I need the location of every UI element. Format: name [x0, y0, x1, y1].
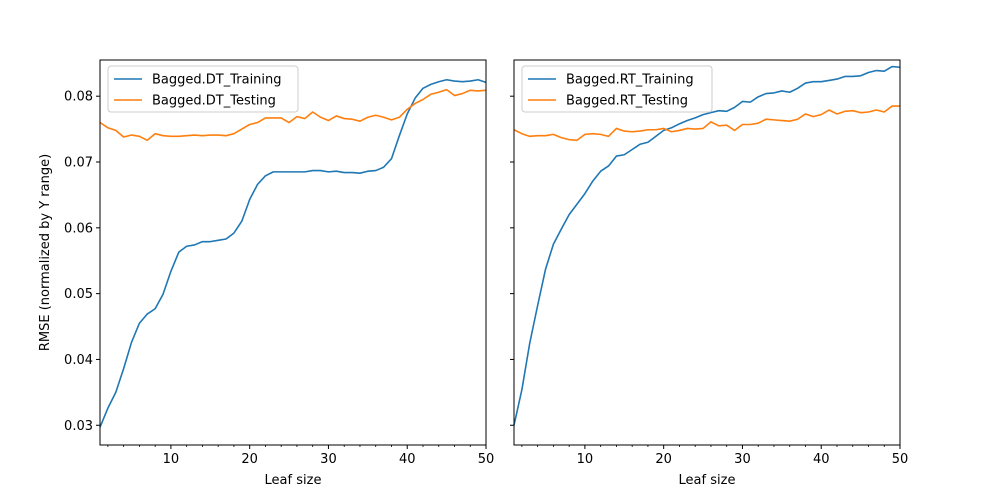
- legend-box: [521, 65, 713, 113]
- legend: Bagged.RT_Training Bagged.RT_Testing: [521, 65, 713, 113]
- x-tick-label: 30: [320, 452, 337, 467]
- axes-frame: [513, 59, 901, 446]
- y-tick-label: 0.08: [64, 90, 93, 105]
- axes-frame: [99, 59, 487, 446]
- series-line-bagged-dt-testing: [99, 88, 487, 142]
- legend-label: Bagged.RT_Testing: [566, 94, 688, 109]
- x-tick-label: 20: [655, 452, 672, 467]
- y-axis-label: RMSE (normalized by Y range): [38, 154, 53, 351]
- x-axis-label: Leaf size: [679, 473, 736, 488]
- y-tick-label: 0.03: [64, 419, 93, 434]
- y-tick-label: 0.04: [64, 353, 93, 368]
- legend-label: Bagged.DT_Testing: [152, 94, 276, 109]
- x-tick-label: 50: [478, 452, 495, 467]
- x-tick-label: 40: [813, 452, 830, 467]
- y-tick-label: 0.06: [64, 221, 93, 236]
- x-tick-label: 20: [241, 452, 258, 467]
- series-line-bagged-dt-training: [99, 78, 487, 428]
- legend: Bagged.DT_Training Bagged.DT_Testing: [107, 65, 299, 113]
- chart-panel-1: 10 20 30 40 50 0.03 0.04 0.05 0.06 0.07 0.08 Leaf s…: [38, 59, 495, 488]
- x-tick-label: 10: [163, 452, 180, 467]
- y-tick-label: 0.05: [64, 287, 93, 302]
- series-line-bagged-rt-testing: [513, 105, 900, 142]
- x-tick-label: 10: [577, 452, 594, 467]
- legend-box: [107, 65, 299, 113]
- x-axis-label: Leaf size: [265, 473, 322, 488]
- x-tick-label: 30: [734, 452, 751, 467]
- legend-label: Bagged.RT_Training: [566, 73, 694, 88]
- legend-label: Bagged.DT_Training: [152, 73, 282, 88]
- y-tick-label: 0.07: [64, 156, 93, 171]
- x-tick-label: 40: [399, 452, 416, 467]
- x-tick-label: 50: [892, 452, 909, 467]
- series-line-bagged-rt-training: [513, 65, 901, 426]
